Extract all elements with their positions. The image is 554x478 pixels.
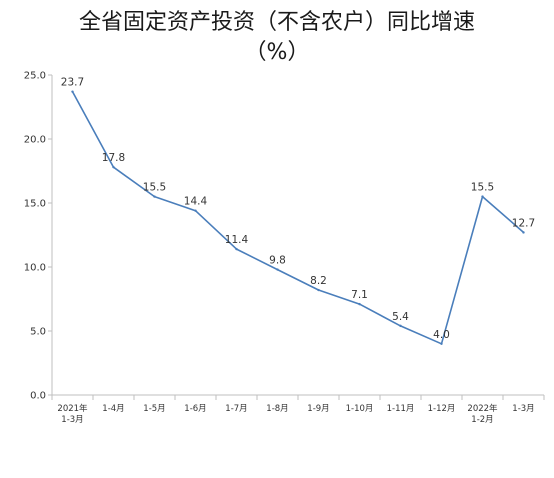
x-tick-label: 1-9月 <box>307 404 329 414</box>
data-label: 17.8 <box>102 152 125 164</box>
chart-title-block: 全省固定资产投资（不含农户）同比增速 （%） <box>0 8 554 68</box>
data-label: 7.1 <box>351 289 368 301</box>
data-label: 14.4 <box>184 196 208 208</box>
data-point <box>71 90 74 93</box>
data-point <box>481 195 484 198</box>
x-tick-label: 1-5月 <box>143 404 165 414</box>
x-tick-label: 1-8月 <box>266 404 288 414</box>
data-label: 9.8 <box>269 255 286 267</box>
y-tick-label: 0.0 <box>30 391 46 402</box>
data-point <box>153 195 156 198</box>
data-point <box>399 324 402 328</box>
data-label: 12.7 <box>512 217 535 229</box>
data-point <box>276 268 279 271</box>
x-tick-label: 1-12月 <box>428 404 456 414</box>
x-tick-label: 1-11月 <box>387 404 415 414</box>
data-point <box>112 165 115 169</box>
x-tick-label: 2021年 1-3月 <box>57 403 88 425</box>
data-label: 23.7 <box>61 77 84 89</box>
chart-title: 全省固定资产投资（不含农户）同比增速 <box>78 10 475 35</box>
y-tick-label: 25.0 <box>24 71 46 82</box>
data-label: 11.4 <box>225 234 249 246</box>
x-tick-label: 2022年 1-2月 <box>467 403 498 425</box>
y-tick-label: 10.0 <box>24 263 46 274</box>
data-point <box>235 247 238 251</box>
data-label: 15.5 <box>471 182 494 194</box>
data-point <box>358 302 361 306</box>
data-point <box>440 342 443 345</box>
data-label: 15.5 <box>143 182 166 194</box>
data-label: 4.0 <box>433 329 450 341</box>
y-tick-label: 15.0 <box>24 199 46 210</box>
data-point <box>317 288 320 292</box>
x-tick-label: 1-6月 <box>184 404 206 414</box>
x-tick-label: 1-4月 <box>102 404 124 414</box>
x-tick-label: 1-3月 <box>512 404 534 414</box>
series-line <box>71 91 525 345</box>
y-tick-label: 20.0 <box>24 135 46 146</box>
y-tick-label: 5.0 <box>30 327 46 338</box>
data-label: 5.4 <box>392 311 409 323</box>
data-point <box>522 231 525 234</box>
x-tick-label: 1-10月 <box>346 404 374 414</box>
chart-subtitle: （%） <box>244 40 310 65</box>
data-label: 8.2 <box>310 275 327 287</box>
data-point <box>194 209 197 212</box>
x-tick-label: 1-7月 <box>225 404 247 414</box>
